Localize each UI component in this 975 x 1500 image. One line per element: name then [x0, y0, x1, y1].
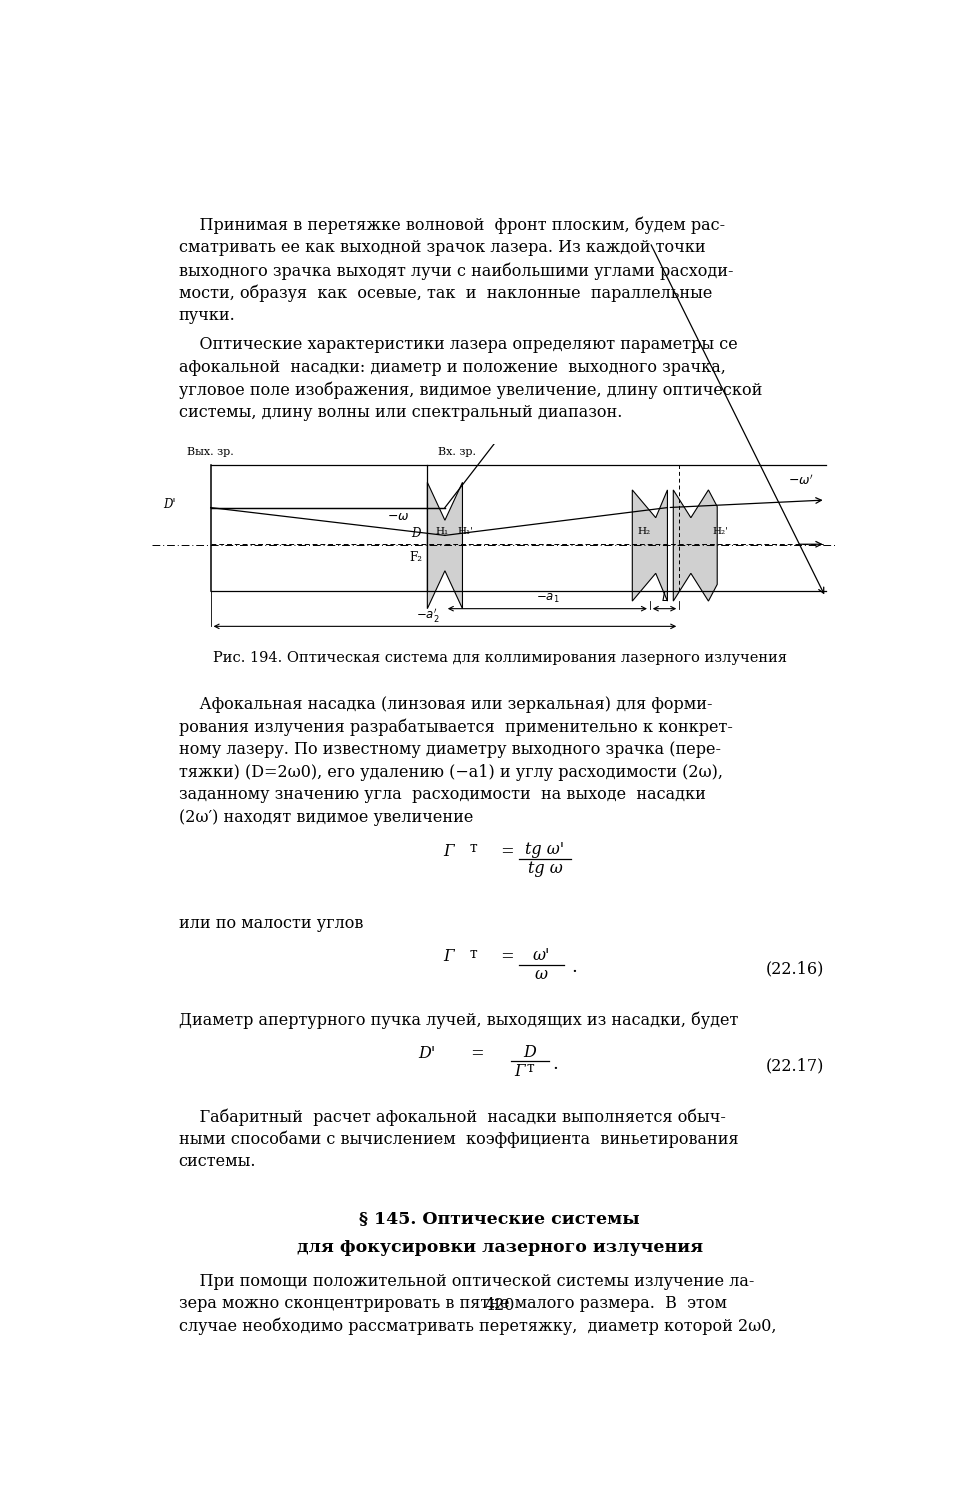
Text: т: т — [470, 948, 477, 962]
Text: угловое поле изображения, видимое увеличение, длину оптической: угловое поле изображения, видимое увелич… — [178, 381, 761, 399]
Text: афокальной  насадки: диаметр и положение  выходного зрачка,: афокальной насадки: диаметр и положение … — [178, 358, 725, 376]
Text: Принимая в перетяжке волновой  фронт плоским, будем рас-: Принимая в перетяжке волновой фронт плос… — [178, 217, 724, 234]
Text: системы, длину волны или спектральный диапазон.: системы, длину волны или спектральный ди… — [178, 404, 622, 422]
Text: Г: Г — [444, 843, 454, 860]
Text: т: т — [526, 1062, 533, 1076]
Text: (22.17): (22.17) — [766, 1058, 825, 1074]
Text: При помощи положительной оптической системы излучение ла-: При помощи положительной оптической сист… — [178, 1274, 754, 1290]
Text: системы.: системы. — [178, 1154, 256, 1170]
Text: tg ω: tg ω — [527, 859, 563, 877]
Text: Габаритный  расчет афокальной  насадки выполняется обыч-: Габаритный расчет афокальной насадки вып… — [178, 1108, 725, 1126]
Text: пучки.: пучки. — [178, 308, 235, 324]
Text: =: = — [496, 843, 515, 860]
Text: § 145. Оптические системы: § 145. Оптические системы — [360, 1209, 640, 1227]
Text: случае необходимо рассматривать перетяжку,  диаметр которой 2ω0,: случае необходимо рассматривать перетяжк… — [178, 1318, 776, 1335]
Text: для фокусировки лазерного излучения: для фокусировки лазерного излучения — [296, 1239, 703, 1256]
Text: ω: ω — [534, 966, 548, 982]
Text: D: D — [524, 1044, 536, 1060]
Text: сматривать ее как выходной зрачок лазера. Из каждой точки: сматривать ее как выходной зрачок лазера… — [178, 240, 705, 256]
Text: выходного зрачка выходят лучи с наибольшими углами расходи-: выходного зрачка выходят лучи с наибольш… — [178, 262, 733, 279]
Text: .: . — [571, 957, 577, 975]
Text: Рис. 194. Оптическая система для коллимирования лазерного излучения: Рис. 194. Оптическая система для коллими… — [213, 651, 787, 664]
Text: тяжки) (D=2ω0), его удалению (−a1) и углу расходимости (2ω),: тяжки) (D=2ω0), его удалению (−a1) и угл… — [178, 764, 722, 782]
Text: рования излучения разрабатывается  применительно к конкрет-: рования излучения разрабатывается примен… — [178, 718, 732, 736]
Text: =: = — [466, 1046, 485, 1062]
Text: D': D' — [418, 1046, 436, 1062]
Text: Г: Г — [444, 948, 454, 966]
Text: заданному значению угла  расходимости  на выходе  насадки: заданному значению угла расходимости на … — [178, 786, 706, 804]
Text: tg ω': tg ω' — [526, 842, 565, 858]
Text: ному лазеру. По известному диаметру выходного зрачка (пере-: ному лазеру. По известному диаметру выхо… — [178, 741, 721, 759]
Text: (22.16): (22.16) — [766, 960, 825, 976]
Text: т: т — [470, 842, 477, 855]
Text: (2ω′) находят видимое увеличение: (2ω′) находят видимое увеличение — [178, 808, 473, 826]
Text: Г: Г — [514, 1062, 525, 1080]
Text: или по малости углов: или по малости углов — [178, 915, 363, 932]
Text: мости, образуя  как  осевые, так  и  наклонные  параллельные: мости, образуя как осевые, так и наклонн… — [178, 285, 712, 302]
Text: Афокальная насадка (линзовая или зеркальная) для форми-: Афокальная насадка (линзовая или зеркаль… — [178, 696, 712, 712]
Text: ными способами с вычислением  коэффициента  виньетирования: ными способами с вычислением коэффициент… — [178, 1131, 738, 1149]
Text: 420: 420 — [485, 1298, 515, 1314]
Text: зера можно сконцентрировать в пятне малого размера.  В  этом: зера можно сконцентрировать в пятне мало… — [178, 1296, 726, 1312]
Text: Оптические характеристики лазера определяют параметры се: Оптические характеристики лазера определ… — [178, 336, 737, 354]
Text: Диаметр апертурного пучка лучей, выходящих из насадки, будет: Диаметр апертурного пучка лучей, выходящ… — [178, 1011, 738, 1029]
Text: ω': ω' — [532, 948, 550, 964]
Text: .: . — [553, 1054, 559, 1072]
Text: =: = — [496, 948, 515, 966]
